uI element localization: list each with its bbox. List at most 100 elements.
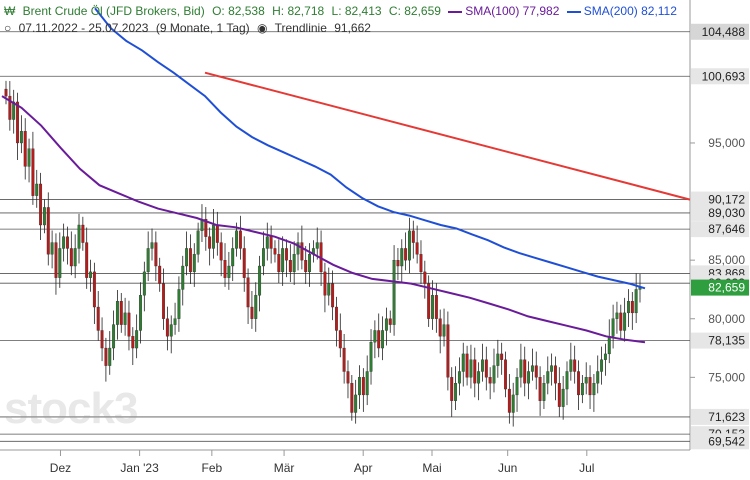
candle-body bbox=[177, 289, 181, 319]
candle-body bbox=[119, 301, 123, 325]
candle-body bbox=[265, 236, 269, 249]
candle-body bbox=[16, 101, 19, 144]
candle-body bbox=[588, 377, 592, 396]
sma200-legend[interactable]: SMA(200) 82,112 bbox=[566, 4, 677, 18]
candle-body bbox=[346, 371, 350, 384]
level-label: 87,646 bbox=[708, 222, 745, 236]
candle-body bbox=[511, 394, 515, 413]
low-value: L: 82,413 bbox=[331, 4, 382, 18]
candle-body bbox=[527, 371, 531, 384]
level-tag bbox=[691, 191, 749, 208]
candle-body bbox=[361, 377, 365, 396]
month-label: Feb bbox=[201, 461, 222, 475]
candle-body bbox=[162, 283, 165, 319]
sma200-value: 82,112 bbox=[641, 4, 677, 18]
candle-body bbox=[227, 265, 231, 278]
chart-header-ohlc: ₩ Brent Crude Öl (JFD Brokers, Bid) O: 8… bbox=[4, 4, 681, 18]
range-radio-icon[interactable]: ○ bbox=[4, 21, 12, 35]
month-label: Jan '23 bbox=[120, 461, 159, 475]
candle-body bbox=[296, 242, 300, 255]
level-label: 78,135 bbox=[708, 334, 745, 348]
candle-body bbox=[523, 359, 527, 384]
candle-body bbox=[235, 230, 238, 249]
candle-body bbox=[354, 394, 358, 413]
candle-body bbox=[596, 371, 600, 384]
candle-body bbox=[419, 254, 423, 273]
candle-body bbox=[223, 260, 227, 278]
candle-body bbox=[96, 306, 100, 331]
candle-body bbox=[607, 336, 611, 355]
candle-body bbox=[473, 359, 477, 384]
candle-body bbox=[338, 330, 342, 349]
candle-body bbox=[350, 383, 354, 413]
level-tag bbox=[691, 433, 749, 450]
candle-body bbox=[112, 324, 116, 349]
candle-body bbox=[542, 383, 546, 401]
candle-body bbox=[308, 254, 312, 273]
sma100-legend[interactable]: SMA(100) 77,982 bbox=[448, 4, 559, 18]
candle-body bbox=[603, 353, 607, 360]
candle-body bbox=[331, 283, 335, 308]
candle-body bbox=[411, 230, 415, 243]
candle-body bbox=[465, 353, 469, 378]
watermark-logo: stock3 bbox=[4, 384, 138, 433]
month-label: Mär bbox=[274, 461, 295, 475]
open-value: O: 82,538 bbox=[212, 4, 265, 18]
level-tag bbox=[691, 23, 749, 40]
candle-body bbox=[488, 377, 492, 384]
candle-body bbox=[342, 347, 346, 372]
candle-body bbox=[4, 88, 8, 97]
candle-body bbox=[27, 148, 31, 167]
candle-body bbox=[196, 230, 200, 255]
sma200-label: SMA(200) bbox=[583, 4, 638, 18]
candle-body bbox=[127, 312, 131, 337]
candle-body bbox=[500, 353, 504, 360]
candle-body bbox=[538, 377, 542, 401]
candle-body bbox=[561, 388, 565, 407]
level-label: 100,693 bbox=[702, 69, 746, 83]
candle-body bbox=[481, 359, 484, 372]
trend-radio-icon[interactable]: ◉ bbox=[257, 21, 268, 35]
candle-body bbox=[254, 295, 258, 319]
candle-body bbox=[442, 324, 446, 337]
candle-body bbox=[431, 295, 434, 319]
month-label: Dez bbox=[50, 461, 71, 475]
candle-body bbox=[550, 365, 554, 372]
candle-body bbox=[246, 277, 250, 308]
candle-body bbox=[515, 377, 519, 396]
candle-body bbox=[146, 248, 150, 273]
candle-body bbox=[150, 242, 154, 249]
candle-body bbox=[438, 318, 442, 337]
sma100-value: 77,982 bbox=[522, 4, 560, 18]
candle-body bbox=[212, 224, 215, 249]
candle-body bbox=[565, 371, 569, 390]
candle-body bbox=[50, 242, 54, 255]
candle-body bbox=[135, 330, 139, 349]
candle-body bbox=[400, 248, 404, 267]
level-label: 90,172 bbox=[708, 193, 745, 207]
candle-body bbox=[115, 301, 119, 325]
candle-body bbox=[19, 131, 23, 144]
level-label: 89,030 bbox=[708, 206, 745, 220]
candle-body bbox=[54, 242, 58, 278]
candle-body bbox=[423, 271, 427, 284]
candle-body bbox=[273, 248, 277, 255]
candle-body bbox=[580, 383, 584, 396]
candle-body bbox=[592, 383, 596, 396]
last-price-label: 82,659 bbox=[708, 281, 745, 295]
candle-body bbox=[42, 207, 46, 226]
candle-body bbox=[131, 336, 135, 349]
candle-body bbox=[519, 359, 523, 378]
candle-body bbox=[415, 242, 419, 255]
month-label: Jun bbox=[498, 461, 517, 475]
candle-body bbox=[81, 224, 85, 243]
candle-body bbox=[215, 224, 219, 243]
candle-body bbox=[619, 312, 623, 331]
candle-body bbox=[534, 365, 538, 378]
instrument-name[interactable]: Brent Crude Öl (JFD Brokers, Bid) bbox=[22, 4, 205, 18]
candle-body bbox=[446, 324, 450, 378]
candle-body bbox=[281, 248, 285, 273]
candle-body bbox=[373, 330, 377, 343]
candle-body bbox=[434, 295, 438, 319]
